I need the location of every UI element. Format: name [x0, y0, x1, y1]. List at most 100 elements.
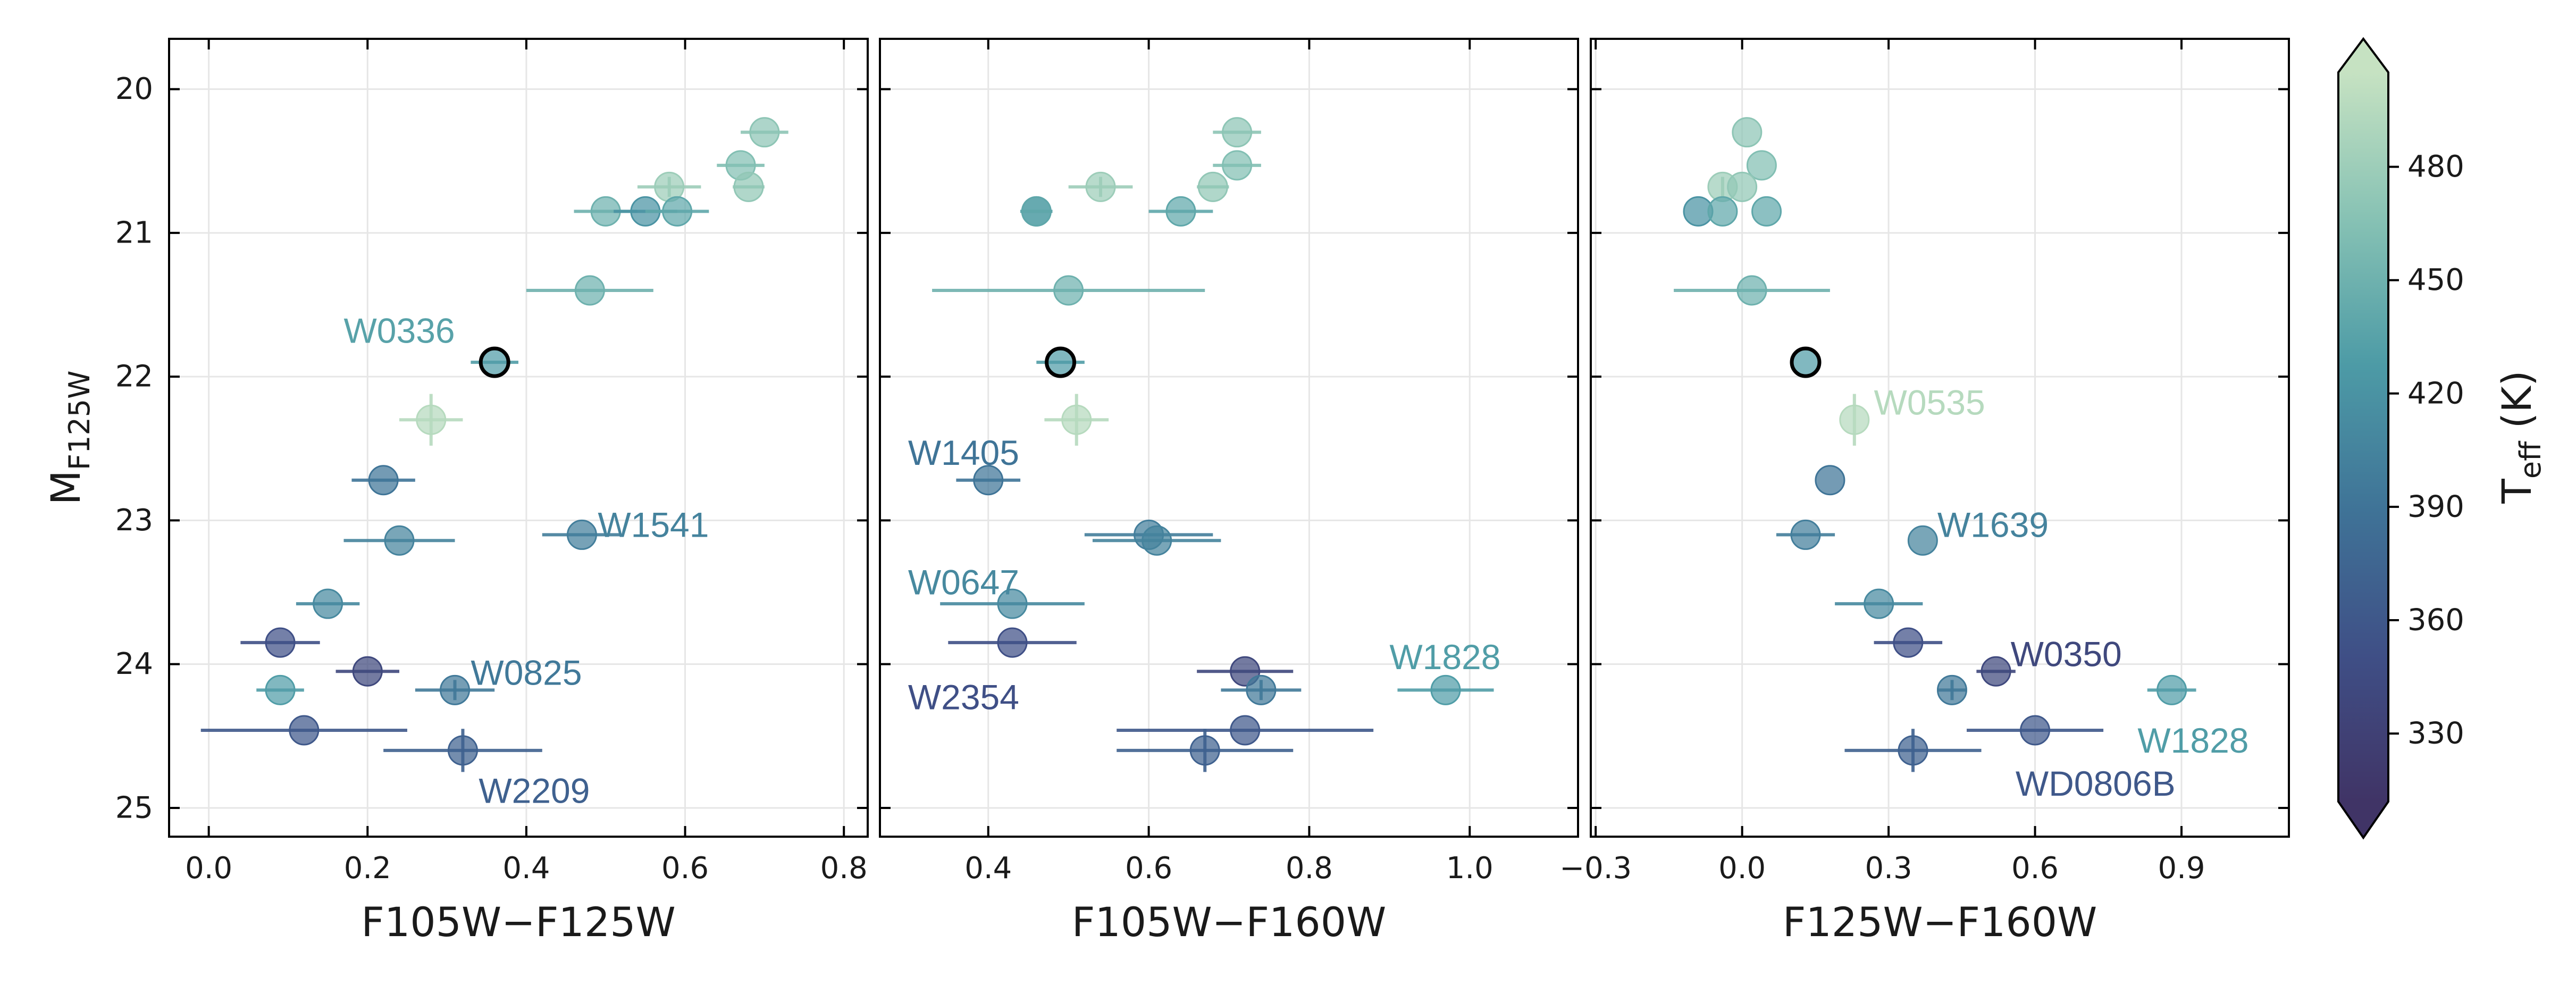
point-label: W1639	[1937, 505, 2049, 544]
data-point	[471, 346, 518, 378]
x-tick-label: 0.0	[185, 851, 232, 886]
point-label: W1828	[1389, 637, 1500, 677]
marker	[566, 519, 597, 550]
point-label: W2354	[908, 678, 1019, 717]
marker	[1746, 150, 1777, 181]
marker	[1061, 404, 1092, 435]
y-tick-label: 21	[115, 215, 153, 250]
marker	[352, 656, 383, 687]
data-point	[1907, 525, 1938, 556]
annotations: W0535 W1639 W0350 W1828 WD0806B	[1874, 383, 2249, 803]
data-point	[343, 525, 455, 556]
data-point	[335, 656, 400, 687]
data-point	[256, 674, 304, 705]
data-point	[637, 171, 701, 202]
x-tick-label: −0.3	[1559, 851, 1632, 886]
data-point	[741, 117, 788, 148]
marker	[733, 171, 764, 202]
data-point	[940, 588, 1085, 619]
y-tick-label: 22	[115, 360, 153, 394]
marker	[1142, 525, 1172, 556]
marker	[2157, 674, 2187, 705]
marker	[1893, 627, 1924, 658]
colorbar-tick-label: 420	[2407, 376, 2464, 411]
marker	[1815, 465, 1845, 496]
marker	[574, 275, 605, 306]
marker	[289, 715, 320, 746]
y-axis-title-sub: F125W	[63, 370, 96, 470]
colorbar-extend-bottom	[2338, 802, 2388, 838]
marker	[1021, 196, 1052, 227]
colorbar-outline	[2337, 37, 2389, 840]
data-point	[1874, 627, 1943, 658]
data-point	[956, 465, 1021, 496]
grid	[169, 39, 868, 837]
annotations: W1405 W0647 W2354 W1828	[908, 433, 1501, 716]
data-point	[1815, 465, 1845, 496]
marker	[1732, 117, 1763, 148]
marker	[997, 627, 1028, 658]
ticks: 0.0 0.2 0.4 0.6 0.8 20 21 22 23 24 25	[115, 39, 868, 886]
data-point	[383, 729, 542, 772]
data-point	[1036, 346, 1085, 378]
marker	[1727, 171, 1758, 202]
data-points	[200, 117, 788, 772]
x-axis-title: F125W−F160W	[1783, 898, 2097, 946]
panel-3: W0535 W1639 W0350 W1828 WD0806B −0.3 0.0 0.3 0.6…	[1559, 38, 2290, 946]
marker	[973, 465, 1004, 496]
grid	[1591, 39, 2289, 837]
data-point	[1790, 346, 1822, 378]
marker	[1907, 525, 1938, 556]
colorbar-extend-top	[2338, 39, 2388, 72]
point-label: W1828	[2137, 721, 2248, 760]
y-tick-label: 24	[115, 647, 153, 681]
marker	[997, 588, 1028, 619]
data-point	[240, 627, 320, 658]
point-label: W0647	[908, 562, 1019, 602]
colorbar: 330 360 390 420 450 480 Teff (K)	[2337, 37, 2547, 840]
marker	[1790, 519, 1821, 550]
marker	[368, 465, 399, 496]
data-point	[1117, 715, 1374, 746]
point-label: W1405	[908, 433, 1019, 472]
marker	[749, 117, 780, 148]
data-point	[1976, 656, 2016, 687]
point-label: W2209	[479, 771, 590, 810]
x-tick-label: 0.6	[2011, 851, 2059, 886]
colorbar-tick-label: 480	[2407, 149, 2464, 184]
colorbar-title: Teff (K)	[2493, 370, 2547, 504]
data-point	[1020, 196, 1053, 227]
data-point	[948, 627, 1077, 658]
data-point	[1197, 656, 1294, 687]
data-point	[1397, 674, 1494, 705]
y-tick-label: 20	[115, 72, 153, 106]
marker	[1981, 656, 2011, 687]
marker	[1230, 715, 1261, 746]
colorbar-tick-label: 330	[2407, 716, 2464, 751]
colorbar-title-unit: (K)	[2493, 370, 2540, 441]
marker	[265, 674, 296, 705]
marker	[1189, 735, 1220, 766]
x-tick-label: 0.6	[661, 851, 709, 886]
x-tick-label: 0.2	[344, 851, 391, 886]
marker	[1197, 171, 1228, 202]
data-point	[1727, 171, 1758, 202]
x-axis-title: F105W−F125W	[361, 898, 676, 946]
y-tick-label: 23	[115, 503, 153, 538]
data-point	[1148, 196, 1213, 227]
colorbar-title-sub: eff	[2514, 440, 2547, 479]
colorbar-tick-label: 360	[2407, 603, 2464, 638]
axes-frame	[1590, 38, 2290, 838]
point-label: WD0806B	[2016, 764, 2176, 803]
marker	[1839, 404, 1870, 435]
x-tick-label: 0.8	[1286, 851, 1333, 886]
x-tick-label: 0.8	[820, 851, 868, 886]
marker	[1165, 196, 1196, 227]
marker	[1246, 674, 1277, 705]
data-points	[932, 117, 1494, 772]
data-point	[1674, 275, 1830, 306]
marker	[1085, 171, 1116, 202]
x-tick-label: 0.4	[502, 851, 550, 886]
x-axis-title: F105W−F160W	[1072, 898, 1387, 946]
